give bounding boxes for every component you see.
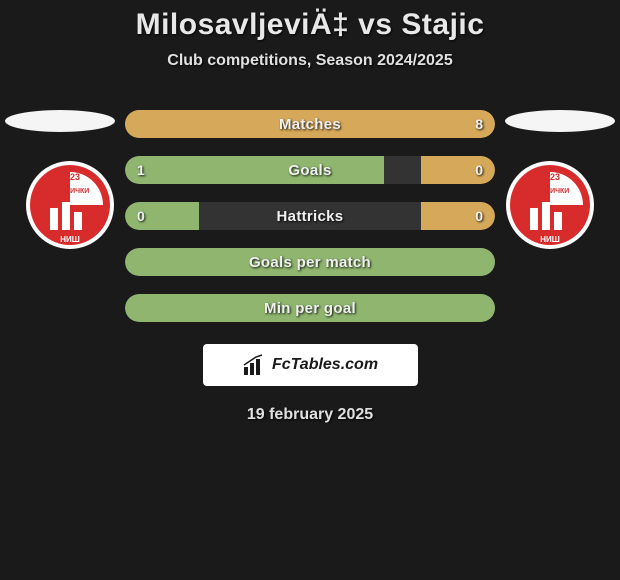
- stat-label: Goals: [125, 156, 495, 184]
- stat-row: 10Goals: [125, 156, 495, 184]
- stat-rows: 8Matches 10Goals 00Hattricks Goals per matc…: [125, 110, 495, 322]
- comparison-widget: MilosavljeviÄ‡ vs Stajic Club competitio…: [0, 0, 620, 424]
- svg-text:1923: 1923: [540, 172, 560, 182]
- stat-label: Min per goal: [125, 294, 495, 322]
- chart-area: 1923 РАДНИЧКИ НИШ 1923 РАДНИЧКИ НИШ 8: [0, 110, 620, 424]
- svg-text:НИШ: НИШ: [60, 235, 80, 244]
- subtitle: Club competitions, Season 2024/2025: [0, 52, 620, 70]
- brand-label: FcTables.com: [272, 356, 378, 374]
- stat-label: Goals per match: [125, 248, 495, 276]
- stat-row: 8Matches: [125, 110, 495, 138]
- svg-text:1923: 1923: [60, 172, 80, 182]
- svg-text:РАДНИЧКИ: РАДНИЧКИ: [531, 188, 570, 195]
- stat-row: Min per goal: [125, 294, 495, 322]
- svg-text:РАДНИЧКИ: РАДНИЧКИ: [51, 188, 90, 195]
- stat-label: Matches: [125, 110, 495, 138]
- shield-icon: 1923 РАДНИЧКИ НИШ: [20, 160, 120, 250]
- club-logo-left: 1923 РАДНИЧКИ НИШ: [20, 160, 120, 250]
- page-title: MilosavljeviÄ‡ vs Stajic: [0, 8, 620, 42]
- date-label: 19 february 2025: [0, 406, 620, 424]
- player-placeholder-right: [505, 110, 615, 132]
- shield-icon: 1923 РАДНИЧКИ НИШ: [500, 160, 600, 250]
- club-logo-right: 1923 РАДНИЧКИ НИШ: [500, 160, 600, 250]
- stat-row: Goals per match: [125, 248, 495, 276]
- svg-text:НИШ: НИШ: [540, 235, 560, 244]
- bars-icon: [242, 353, 266, 377]
- brand-box[interactable]: FcTables.com: [203, 344, 418, 386]
- stat-row: 00Hattricks: [125, 202, 495, 230]
- stat-label: Hattricks: [125, 202, 495, 230]
- player-placeholder-left: [5, 110, 115, 132]
